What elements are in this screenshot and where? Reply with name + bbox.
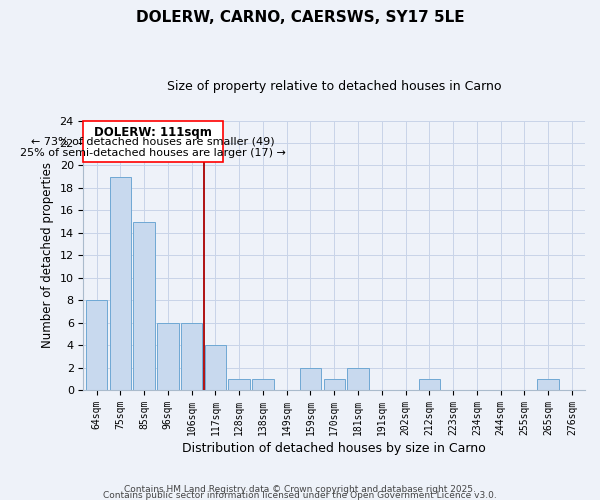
X-axis label: Distribution of detached houses by size in Carno: Distribution of detached houses by size … — [182, 442, 486, 455]
Bar — [157, 322, 179, 390]
Bar — [86, 300, 107, 390]
Bar — [110, 176, 131, 390]
Bar — [252, 379, 274, 390]
Bar — [323, 379, 345, 390]
Text: DOLERW, CARNO, CAERSWS, SY17 5LE: DOLERW, CARNO, CAERSWS, SY17 5LE — [136, 10, 464, 25]
Title: Size of property relative to detached houses in Carno: Size of property relative to detached ho… — [167, 80, 502, 93]
Bar — [300, 368, 321, 390]
Bar — [347, 368, 369, 390]
Text: DOLERW: 111sqm: DOLERW: 111sqm — [94, 126, 212, 139]
Bar — [83, 120, 223, 162]
Text: Contains HM Land Registry data © Crown copyright and database right 2025.: Contains HM Land Registry data © Crown c… — [124, 484, 476, 494]
Bar — [419, 379, 440, 390]
Text: Contains public sector information licensed under the Open Government Licence v3: Contains public sector information licen… — [103, 490, 497, 500]
Bar — [538, 379, 559, 390]
Bar — [205, 345, 226, 390]
Y-axis label: Number of detached properties: Number of detached properties — [41, 162, 54, 348]
Text: 25% of semi-detached houses are larger (17) →: 25% of semi-detached houses are larger (… — [20, 148, 286, 158]
Bar — [229, 379, 250, 390]
Bar — [181, 322, 202, 390]
Bar — [133, 222, 155, 390]
Text: ← 73% of detached houses are smaller (49): ← 73% of detached houses are smaller (49… — [31, 136, 275, 146]
